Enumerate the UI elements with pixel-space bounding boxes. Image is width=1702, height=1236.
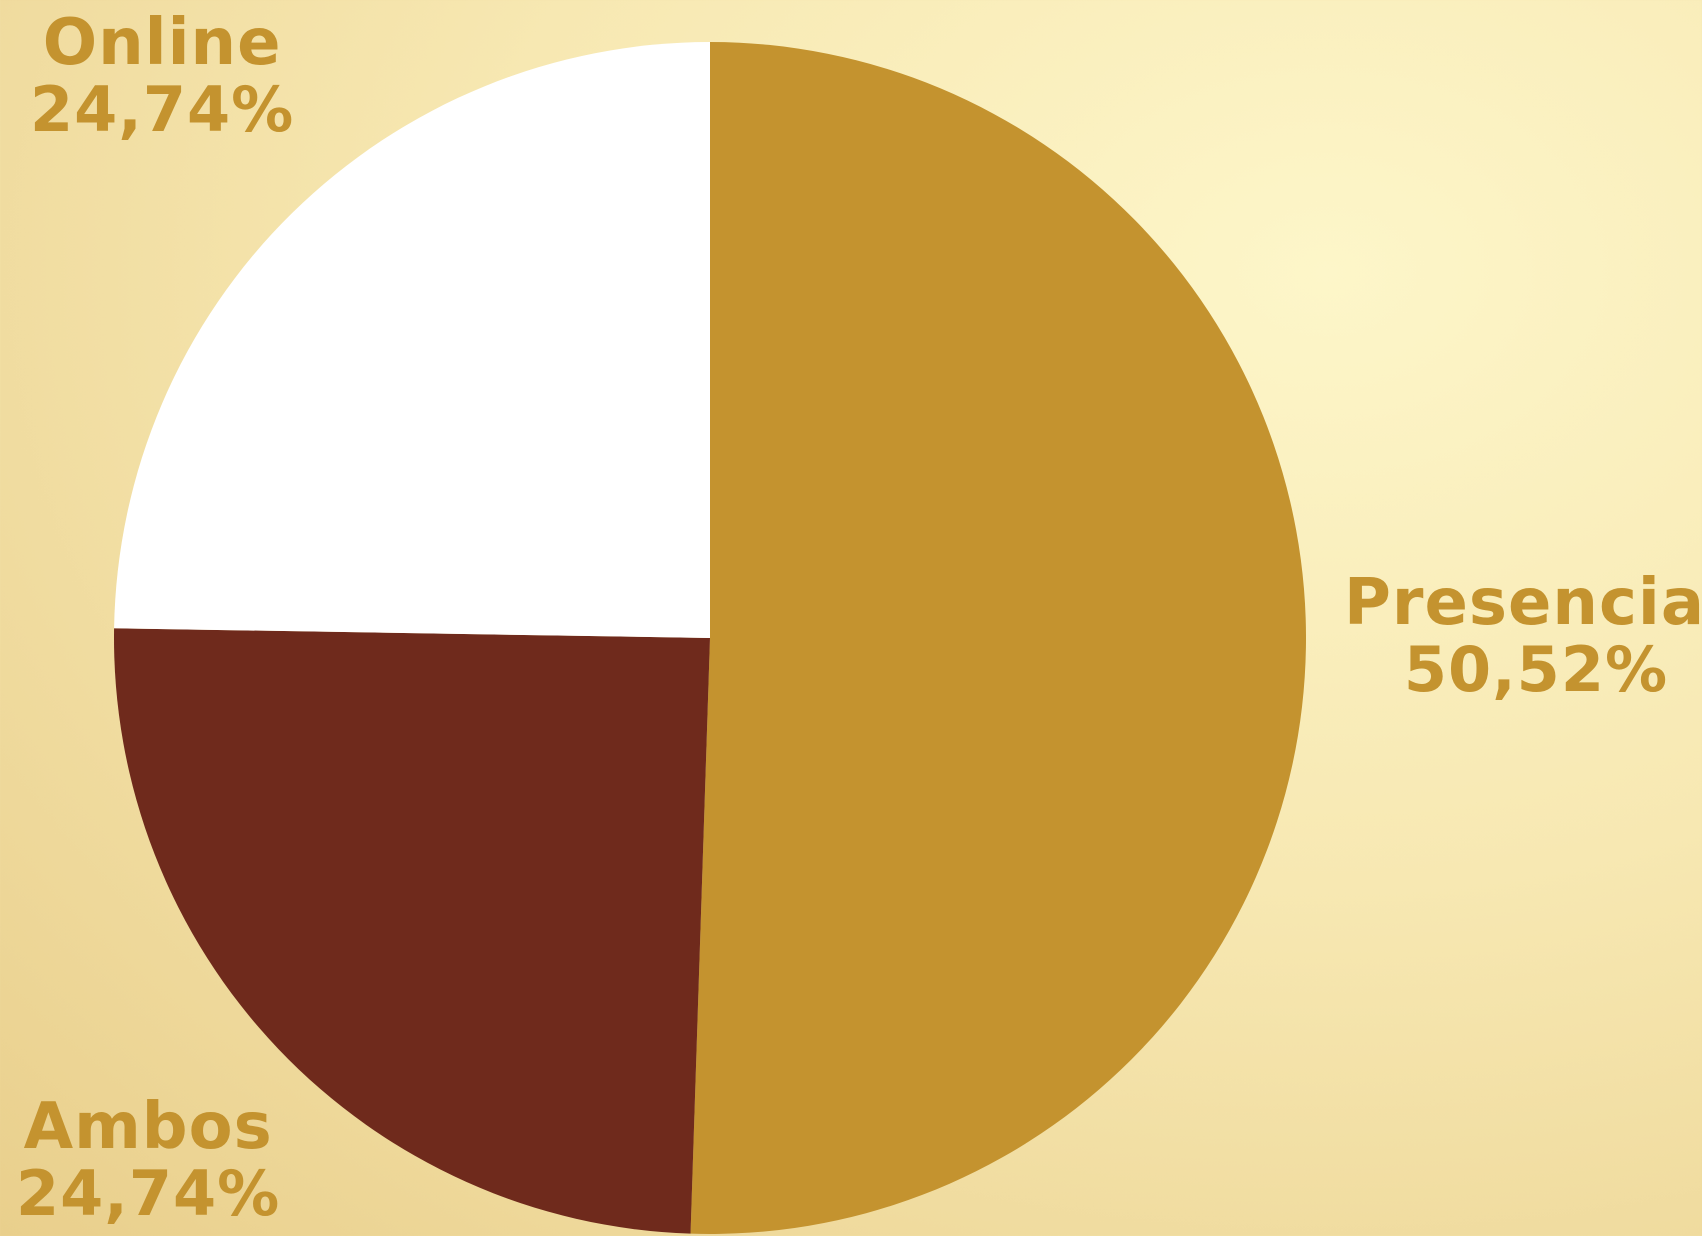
label-ambos-name: Ambos: [23, 1090, 273, 1164]
label-online-percent: 24,74%: [30, 73, 295, 147]
label-ambos-percent: 24,74%: [16, 1157, 281, 1231]
pie-slice-ambos: [114, 628, 711, 1234]
pie-slice-online: [114, 42, 710, 638]
label-online: Online 24,74%: [30, 6, 295, 147]
label-ambos: Ambos 24,74%: [16, 1090, 281, 1231]
label-presencial-name: Presencial: [1344, 566, 1702, 640]
label-online-name: Online: [42, 6, 282, 80]
pie-slice-presencial: [690, 42, 1307, 1234]
label-presencial: Presencial 50,52%: [1344, 566, 1702, 707]
label-presencial-percent: 50,52%: [1403, 633, 1669, 707]
